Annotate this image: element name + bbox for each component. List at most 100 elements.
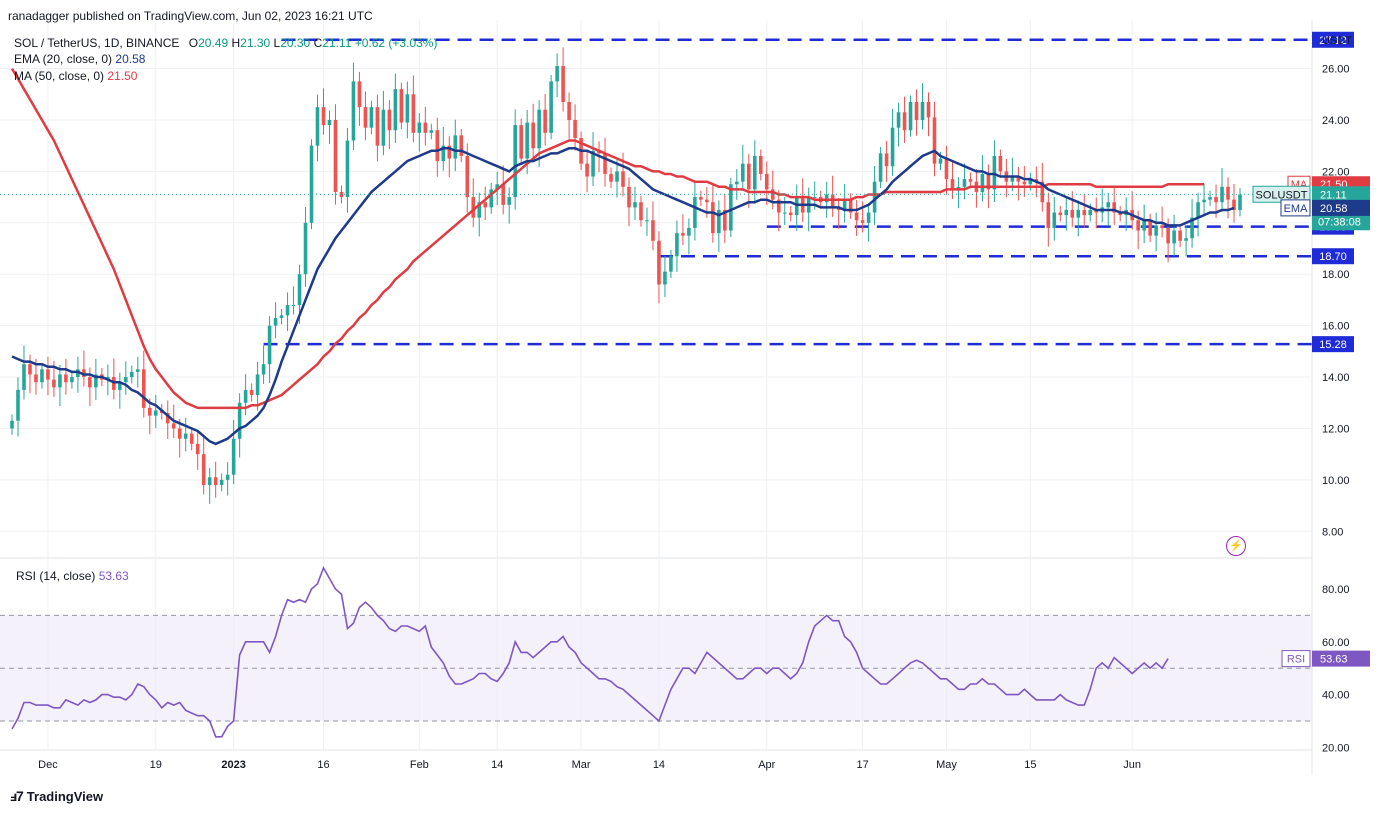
candle-body xyxy=(1142,220,1146,231)
candle-body xyxy=(165,413,170,424)
time-tick-label: 17 xyxy=(856,759,868,771)
candle-body xyxy=(22,364,26,390)
candle-body xyxy=(693,197,697,228)
candle-body xyxy=(884,153,889,167)
candle-body xyxy=(741,163,745,182)
candle-body xyxy=(633,202,637,208)
candle-body xyxy=(621,171,625,187)
candle-body xyxy=(992,155,997,190)
candle-body xyxy=(118,382,122,390)
tradingview-footer[interactable]: ⅎ7 TradingView xyxy=(10,788,103,804)
time-tick-label: Apr xyxy=(758,759,775,771)
time-tick-label: 14 xyxy=(491,759,503,771)
ema-value: 20.58 xyxy=(115,52,146,66)
ma-legend[interactable]: MA (50, close, 0) 21.50 xyxy=(14,69,137,83)
rsi-label: RSI (14, close) xyxy=(16,569,96,583)
low-value: 20.30 xyxy=(280,36,311,50)
candle-body xyxy=(153,410,158,416)
time-tick-label: Feb xyxy=(410,759,429,771)
candle-body xyxy=(717,209,721,234)
candle-body xyxy=(1112,202,1117,213)
level-tag-label: 15.28 xyxy=(1319,339,1347,351)
candle-body xyxy=(303,222,308,275)
candle-body xyxy=(830,194,835,208)
ema-legend[interactable]: EMA (20, close, 0) 20.58 xyxy=(14,52,145,66)
price-tick-label: 10.00 xyxy=(1322,475,1350,487)
rsi-legend[interactable]: RSI (14, close) 53.63 xyxy=(16,569,129,583)
price-tick-label: 24.00 xyxy=(1322,115,1350,127)
low-label: L xyxy=(273,36,281,50)
candle-body xyxy=(950,179,955,190)
candle-body xyxy=(489,189,494,208)
close-label: C xyxy=(313,36,323,50)
candle-body xyxy=(261,364,266,375)
price-tick-label: 16.00 xyxy=(1322,321,1350,333)
candle-body xyxy=(854,212,859,221)
candle-body xyxy=(219,479,224,486)
open-value: 20.49 xyxy=(198,36,229,50)
candle-body xyxy=(249,389,254,396)
ema-label: EMA (20, close, 0) xyxy=(14,52,113,66)
candle-body xyxy=(860,220,865,223)
candle-body xyxy=(495,184,500,190)
candle-body xyxy=(675,233,679,257)
candle-body xyxy=(297,274,302,306)
candle-body xyxy=(1052,212,1057,228)
candle-body xyxy=(195,443,200,455)
symbol-name[interactable]: SOL / TetherUS, 1D, BINANCE xyxy=(14,36,180,50)
price-tick-label: 18.00 xyxy=(1322,269,1350,281)
candle-body xyxy=(381,109,386,146)
rsi-tag-box xyxy=(1312,650,1370,667)
ema20-line xyxy=(11,147,1235,446)
candle-body xyxy=(34,374,38,383)
tag-name-box xyxy=(1280,199,1311,217)
candle-body xyxy=(567,101,571,120)
candle-body xyxy=(645,220,649,222)
candle-body xyxy=(16,389,20,421)
ma50-line xyxy=(10,67,1205,410)
candle-body xyxy=(651,220,655,241)
candle-body xyxy=(758,155,763,174)
candle-body xyxy=(333,119,338,192)
candle-body xyxy=(285,305,290,316)
level-tag xyxy=(1312,248,1354,265)
candle-body xyxy=(764,173,769,190)
candle-body xyxy=(327,119,332,126)
time-tick-label: 15 xyxy=(1024,759,1036,771)
candle-body xyxy=(1070,209,1075,218)
candle-body xyxy=(225,474,230,480)
change-value: +0.62 (+3.03%) xyxy=(354,36,438,50)
candle-body xyxy=(914,101,919,120)
candle-body xyxy=(243,389,248,403)
price-tick-label: 14.00 xyxy=(1322,372,1350,384)
candles xyxy=(10,47,1242,504)
candle-body xyxy=(752,155,757,190)
candle-body xyxy=(183,433,188,439)
candle-body xyxy=(878,153,883,182)
candle-body xyxy=(1166,227,1170,244)
candle-body xyxy=(58,374,62,388)
price-tick-label: 8.00 xyxy=(1322,526,1343,538)
candle-body xyxy=(609,173,613,182)
open-label: O xyxy=(188,36,199,50)
candle-body xyxy=(627,186,631,208)
candle-body xyxy=(1016,176,1021,182)
candle-body xyxy=(201,454,206,486)
candle-body xyxy=(28,364,32,375)
candle-body xyxy=(1022,181,1027,185)
candle-body xyxy=(603,153,607,174)
candle-body xyxy=(1196,202,1200,218)
candle-body xyxy=(1106,202,1111,208)
candle-body xyxy=(842,199,847,210)
candle-body xyxy=(794,197,799,216)
candle-body xyxy=(549,81,553,133)
tradingview-logo-icon: ⅎ7 xyxy=(10,788,24,804)
candle-body xyxy=(705,199,709,203)
candle-body xyxy=(1076,209,1081,218)
high-value: 21.30 xyxy=(240,36,271,50)
candle-body xyxy=(639,202,643,221)
bolt-icon[interactable]: ⚡ xyxy=(1226,536,1246,556)
time-tick-label: Dec xyxy=(38,759,58,771)
ma-value: 21.50 xyxy=(107,69,138,83)
candle-body xyxy=(896,112,901,128)
